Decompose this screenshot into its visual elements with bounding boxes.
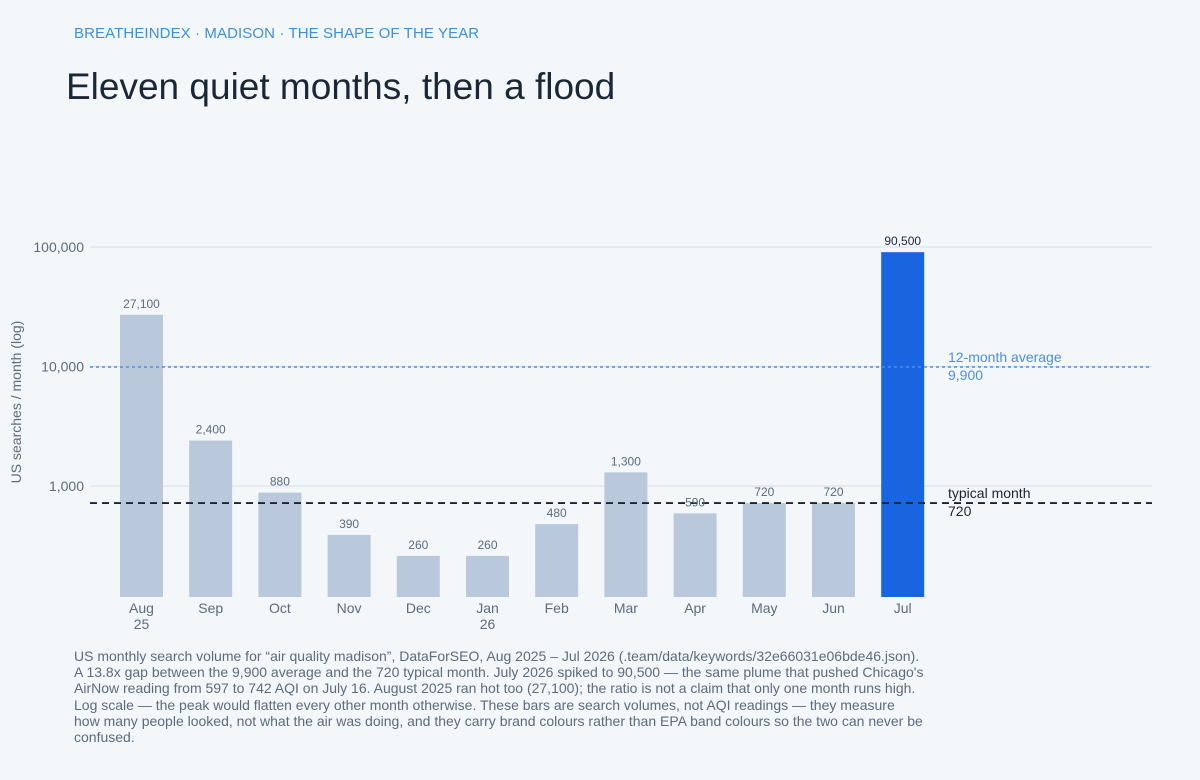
x-tick-label: Jun (822, 600, 845, 616)
typical-month-label: typical month (948, 485, 1030, 501)
bar-value-label: 880 (270, 475, 290, 489)
y-tick-label: 10,000 (41, 359, 84, 375)
chart-caption: US monthly search volume for “air qualit… (74, 648, 924, 746)
bar (396, 555, 440, 597)
bar (189, 440, 233, 597)
x-tick-label: Oct (269, 600, 291, 616)
bar (535, 524, 579, 597)
bar-value-label: 720 (823, 485, 843, 499)
bar (742, 503, 786, 597)
chart-kicker: BREATHEINDEX · MADISON · THE SHAPE OF TH… (74, 25, 480, 42)
chart-title: Eleven quiet months, then a flood (66, 66, 616, 107)
bar-value-label: 390 (339, 517, 359, 531)
bar-value-label: 90,500 (884, 234, 921, 248)
bar-chart: 1,000 10,000 100,000 US searches / month (l… (8, 234, 1152, 632)
x-tick-label: Nov (337, 600, 362, 616)
bar-value-label: 590 (685, 495, 705, 509)
x-tick-label: Mar (614, 600, 638, 616)
bar-value-label: 260 (477, 538, 497, 552)
bar (812, 503, 855, 597)
bar-value-label: 260 (408, 538, 428, 552)
bar (881, 252, 925, 598)
typical-month-value: 720 (948, 503, 972, 519)
x-tick-label: May (751, 600, 777, 616)
x-tick-label: Jul (894, 600, 912, 616)
bar (673, 513, 717, 597)
y-tick-label: 100,000 (33, 239, 84, 255)
bar (120, 314, 163, 597)
bar-value-label: 2,400 (196, 423, 226, 437)
x-tick-label: 25 (134, 616, 150, 632)
average-line-label: 12-month average (948, 349, 1062, 365)
x-tick-label: Sep (198, 600, 223, 616)
bar-value-label: 720 (754, 485, 774, 499)
y-axis-label: US searches / month (log) (8, 321, 24, 484)
y-tick-label: 1,000 (49, 478, 84, 494)
bar (258, 492, 302, 597)
x-tick-label: Aug (129, 600, 154, 616)
bar (604, 472, 648, 597)
x-tick-label: Jan (476, 600, 499, 616)
x-tick-label: Apr (684, 600, 706, 616)
bar-value-label: 480 (547, 506, 567, 520)
bar (327, 534, 371, 597)
bar (466, 555, 509, 597)
bar-value-label: 1,300 (611, 454, 641, 468)
average-line-value: 9,900 (948, 367, 983, 383)
x-tick-label: 26 (480, 616, 496, 632)
x-tick-label: Dec (406, 600, 431, 616)
bar-value-label: 27,100 (123, 297, 160, 311)
x-tick-label: Feb (545, 600, 569, 616)
